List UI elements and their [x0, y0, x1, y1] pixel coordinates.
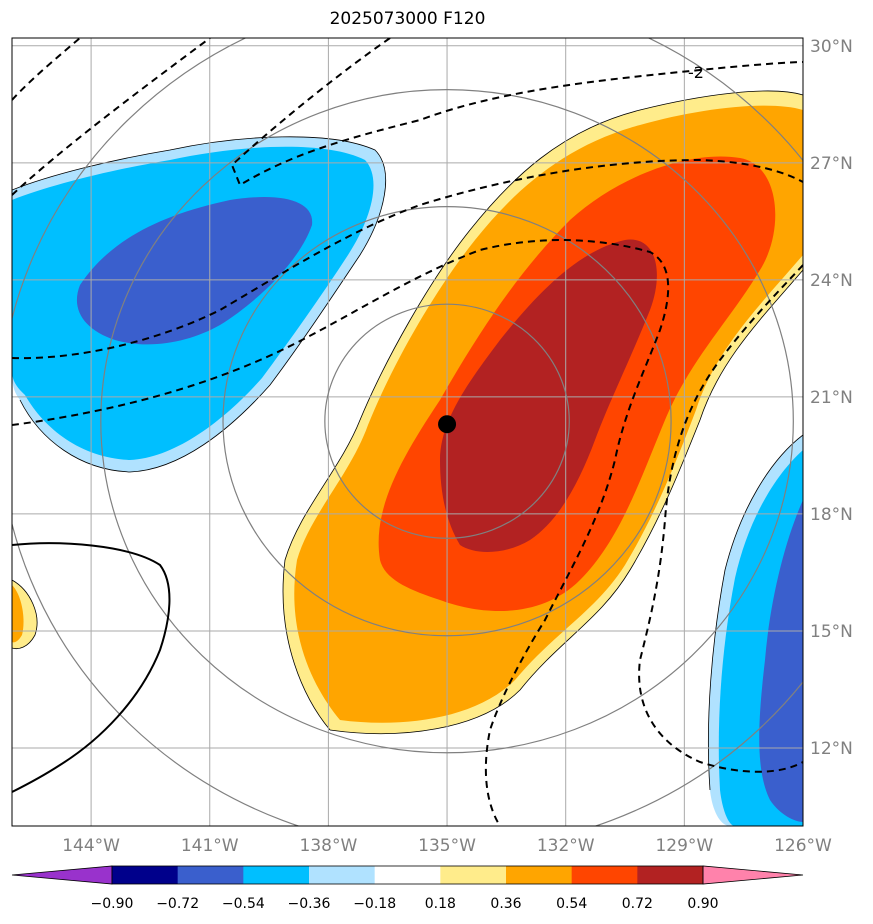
- lon-tick-label: 138°W: [300, 836, 358, 856]
- map-area: -2: [12, 38, 803, 826]
- colorbar-segment: [309, 866, 376, 884]
- colorbar-labels: −0.90 −0.72 −0.54 −0.36 −0.18 0.18 0.36 0.54 0.7…: [91, 896, 719, 912]
- colorbar-segment: [506, 866, 573, 884]
- lat-tick-label: 18°N: [810, 505, 853, 525]
- colorbar-tick-label: −0.36: [288, 896, 331, 912]
- lat-tick-label: 12°N: [810, 739, 853, 759]
- colorbar-tick-label: 0.18: [425, 896, 456, 912]
- range-ring: [100, 89, 794, 754]
- colorbar: [11, 865, 804, 885]
- colorbar-segment: [571, 866, 638, 884]
- lon-tick-label: 129°W: [655, 836, 713, 856]
- longitude-tick-labels: 144°W 141°W 138°W 135°W 132°W 129°W 126°W: [62, 836, 832, 856]
- lat-tick-label: 24°N: [810, 271, 853, 291]
- map-title: 2025073000 F120: [329, 9, 486, 29]
- latitude-tick-labels: 30°N 27°N 24°N 21°N 18°N 15°N 12°N: [810, 37, 853, 759]
- positive-anomaly-left-edge: [12, 580, 38, 649]
- anomaly-fill-neg-0.54: [76, 197, 313, 345]
- contour-label: -2: [688, 63, 704, 82]
- lat-tick-label: 21°N: [810, 388, 853, 408]
- lon-tick-label: 135°W: [418, 836, 476, 856]
- range-rings: [12, 38, 803, 826]
- lon-tick-label: 144°W: [62, 836, 120, 856]
- dashed-contour-2: [12, 38, 211, 196]
- thin-outline-contours: [12, 90, 803, 791]
- gridlines: [12, 38, 803, 826]
- colorbar-tick-label: −0.18: [353, 896, 396, 912]
- colorbar-segment: [177, 866, 244, 884]
- colorbar-segment: [440, 866, 507, 884]
- colorbar-tick-label: −0.54: [222, 896, 265, 912]
- lon-tick-label: 126°W: [774, 836, 832, 856]
- colorbar-tick-label: 0.72: [622, 896, 653, 912]
- storm-center-marker: [438, 415, 457, 434]
- map-frame: [11, 37, 804, 827]
- dashed-contour-5: [12, 239, 670, 826]
- colorbar-segment: [112, 866, 179, 884]
- colorbar-frame: [111, 865, 704, 885]
- anomaly-fill-0.72: [440, 239, 657, 552]
- range-ring: [324, 303, 570, 539]
- dashed-contour-4: [12, 158, 803, 360]
- colorbar-segment: [243, 866, 310, 884]
- colorbar-tick-label: 0.90: [687, 896, 718, 912]
- colorbar-segment: [637, 866, 704, 884]
- lat-tick-label: 30°N: [810, 37, 853, 57]
- colorbar-tick-label: 0.36: [490, 896, 521, 912]
- range-ring: [222, 206, 672, 637]
- colorbar-extend-high: [702, 865, 804, 885]
- colorbar-tick-label: −0.90: [91, 896, 134, 912]
- lat-tick-label: 27°N: [810, 154, 853, 174]
- dashed-contours: [12, 38, 803, 826]
- colorbar-tick-label: 0.54: [556, 896, 587, 912]
- solid-contour: [12, 542, 171, 793]
- dashed-contour-6: [638, 264, 803, 773]
- negative-anomaly-northwest: [12, 136, 386, 472]
- colorbar-tick-label: −0.72: [156, 896, 199, 912]
- positive-anomaly-region: [283, 91, 803, 734]
- lon-tick-label: 132°W: [537, 836, 595, 856]
- colorbar-extend-low: [11, 865, 113, 885]
- anomaly-fill-0.36-edge: [12, 585, 24, 643]
- lat-tick-label: 15°N: [810, 622, 853, 642]
- colorbar-segment: [374, 866, 441, 884]
- lon-tick-label: 141°W: [181, 836, 239, 856]
- anomaly-fill-neg-0.54-se: [759, 500, 803, 822]
